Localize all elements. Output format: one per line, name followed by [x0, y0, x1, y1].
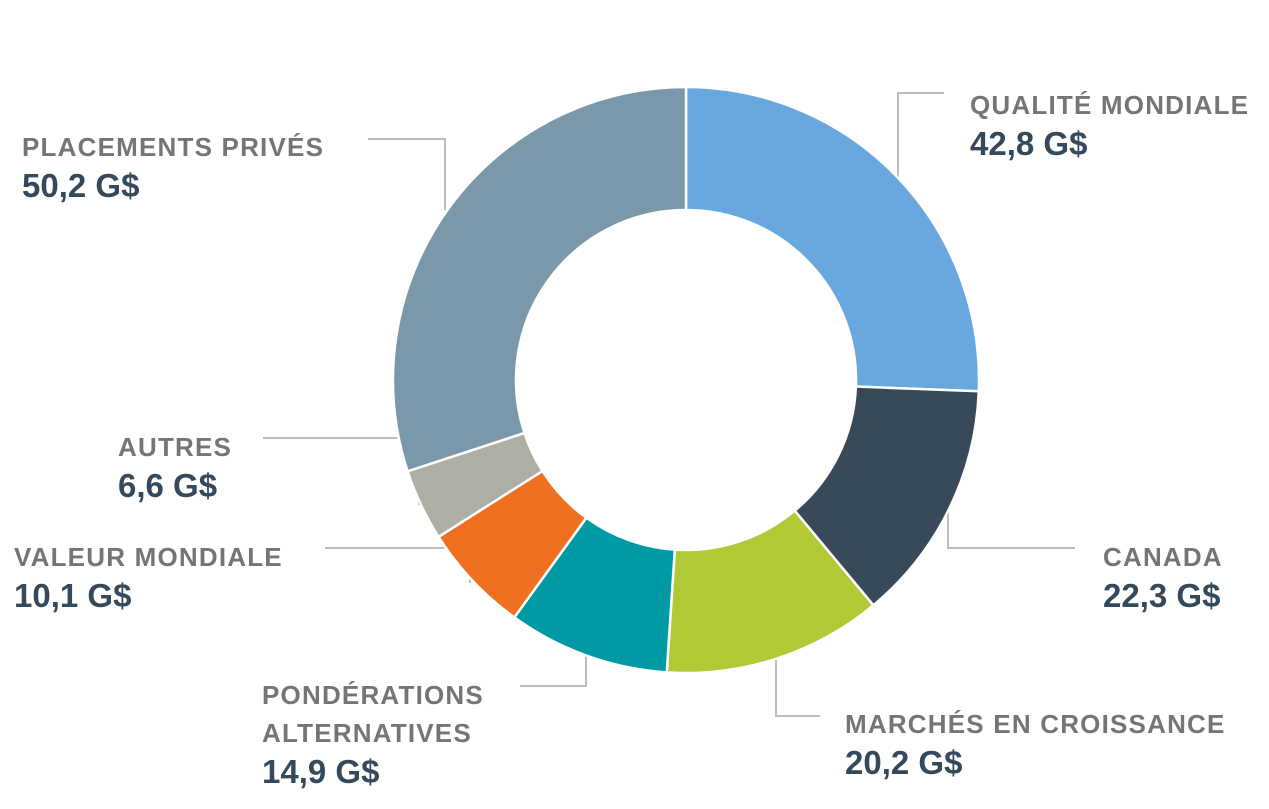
slice-name-line2: ALTERNATIVES [262, 718, 472, 748]
slice-value: 10,1 G$ [14, 577, 132, 614]
connector-canada [947, 455, 1075, 549]
slice-value: 20,2 G$ [845, 744, 963, 781]
slice-value: 42,8 G$ [970, 125, 1088, 162]
label-valeur-mondiale: VALEUR MONDIALE 10,1 G$ [14, 538, 283, 616]
connector-prives [368, 138, 446, 210]
label-canada: CANADA 22,3 G$ [1103, 538, 1223, 616]
connector-qualite [897, 92, 944, 178]
slice-name-line1: PONDÉRATIONS [262, 680, 484, 710]
slice-name: MARCHÉS EN CROISSANCE [845, 709, 1226, 739]
slice-name: AUTRES [118, 432, 233, 462]
slice-name: PLACEMENTS PRIVÉS [22, 132, 325, 162]
label-qualite-mondiale: QUALITÉ MONDIALE 42,8 G$ [970, 86, 1249, 164]
donut-slices [391, 85, 981, 675]
slice-value: 50,2 G$ [22, 167, 140, 204]
slice-name: QUALITÉ MONDIALE [970, 90, 1250, 120]
slice-qualite [684, 85, 981, 393]
slice-value: 6,6 G$ [118, 467, 218, 504]
label-ponderations-alternatives: PONDÉRATIONS ALTERNATIVES 14,9 G$ [262, 676, 484, 792]
label-autres: AUTRES 6,6 G$ [118, 428, 232, 506]
slice-prives [391, 85, 688, 473]
label-placements-prives: PLACEMENTS PRIVÉS 50,2 G$ [22, 128, 324, 206]
connector-ponderations [520, 652, 587, 687]
connector-marches [775, 660, 820, 717]
label-marches-en-croissance: MARCHÉS EN CROISSANCE 20,2 G$ [845, 705, 1226, 783]
slice-name: VALEUR MONDIALE [14, 542, 283, 572]
slice-name: CANADA [1103, 542, 1223, 572]
slice-value: 14,9 G$ [262, 753, 380, 790]
connector-autres [263, 437, 420, 505]
slice-value: 22,3 G$ [1103, 577, 1221, 614]
